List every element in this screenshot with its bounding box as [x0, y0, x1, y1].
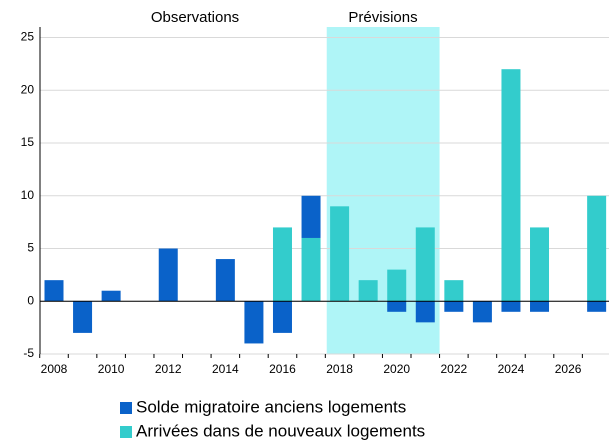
x-tick-label: 2010	[98, 362, 125, 376]
legend-label: Solde migratoire anciens logements	[136, 397, 406, 416]
x-tick-label: 2012	[155, 362, 182, 376]
bar	[444, 280, 464, 302]
x-tick-label: 2008	[41, 362, 68, 376]
bar	[587, 195, 607, 302]
bar	[330, 206, 350, 302]
y-tick-label: 5	[27, 241, 34, 255]
bar	[530, 227, 550, 302]
x-tick-label: 2014	[212, 362, 239, 376]
bar	[530, 301, 550, 312]
x-tick-label: 2016	[269, 362, 296, 376]
y-tick-label: 15	[21, 135, 35, 149]
bar	[272, 227, 292, 302]
bar	[472, 301, 492, 323]
bar	[301, 195, 321, 238]
bar	[44, 280, 64, 302]
x-tick-label: 2026	[555, 362, 582, 376]
bar	[73, 301, 93, 333]
y-tick-label: -5	[23, 346, 34, 360]
bar	[301, 237, 321, 302]
y-tick-label: 10	[21, 188, 35, 202]
bar	[272, 301, 292, 333]
bar	[501, 69, 521, 302]
bar	[101, 290, 121, 302]
bar	[501, 301, 521, 312]
legend-swatch	[120, 426, 132, 438]
bar	[387, 301, 407, 312]
bar	[587, 301, 607, 312]
x-tick-label: 2022	[440, 362, 467, 376]
y-tick-label: 25	[21, 30, 35, 44]
bar	[415, 301, 435, 323]
bar	[444, 301, 464, 312]
annotation: Prévisions	[348, 9, 417, 26]
bar	[387, 269, 407, 302]
bar	[244, 301, 264, 344]
x-tick-label: 2024	[498, 362, 525, 376]
bar	[415, 227, 435, 302]
annotation: Observations	[151, 9, 239, 26]
x-tick-label: 2020	[383, 362, 410, 376]
bar	[358, 280, 378, 302]
legend-swatch	[120, 402, 132, 414]
y-tick-label: 20	[21, 82, 35, 96]
bar	[158, 248, 178, 302]
x-tick-label: 2018	[326, 362, 353, 376]
y-tick-label: 0	[27, 293, 34, 307]
legend-label: Arrivées dans de nouveaux logements	[136, 421, 425, 440]
bar	[215, 259, 235, 302]
